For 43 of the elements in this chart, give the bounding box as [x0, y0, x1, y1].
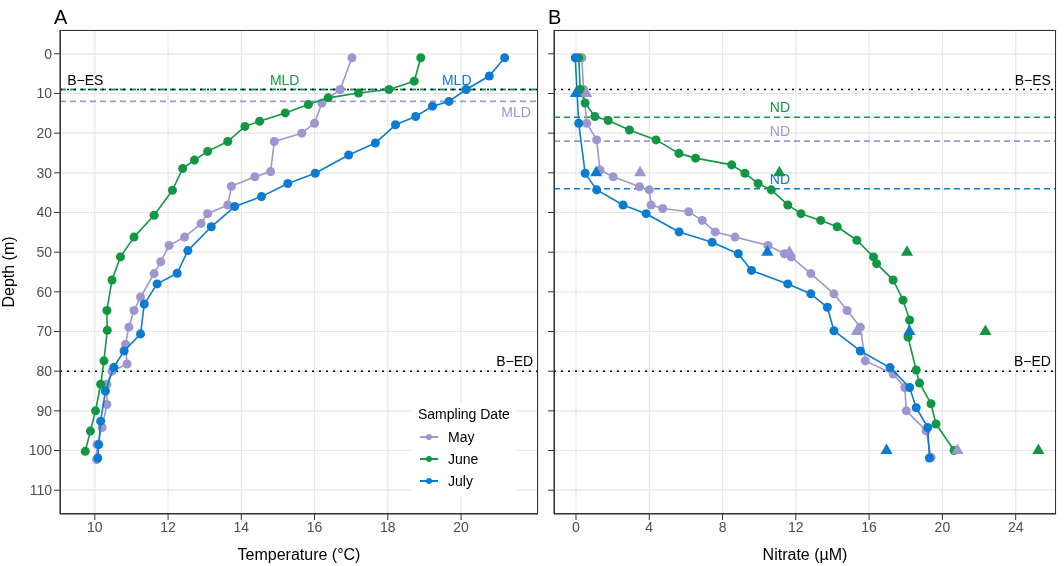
x-axis-title: Nitrate (µM) — [762, 546, 848, 563]
legend-label: May — [448, 429, 475, 445]
ref-line-label: MLD — [501, 104, 531, 121]
y-tick-label: 110 — [29, 482, 53, 499]
y-tick-label: 80 — [36, 363, 53, 380]
y-tick-label: 90 — [36, 402, 53, 419]
y-tick-label: 50 — [36, 244, 53, 261]
x-tick-label: 10 — [87, 518, 103, 535]
ref-line-label: B−ES — [1014, 71, 1051, 88]
x-tick-label: 14 — [233, 518, 250, 535]
chart-title: B — [548, 6, 562, 29]
y-tick-label: 40 — [36, 204, 53, 221]
ref-line-label: MLD — [269, 71, 300, 88]
x-tick-label: 24 — [1007, 518, 1024, 535]
y-tick-label: 0 — [44, 45, 53, 62]
ref-line-label: B−ES — [67, 71, 104, 88]
x-tick-label: 12 — [160, 518, 177, 535]
x-tick-label: 20 — [934, 518, 951, 535]
x-tick-label: 20 — [453, 518, 470, 535]
x-tick-label: 4 — [645, 518, 654, 535]
y-tick-label: 60 — [36, 283, 53, 300]
y-tick-label: 10 — [36, 85, 53, 102]
ref-line-label: MLD — [441, 71, 472, 88]
y-tick-label: 20 — [36, 125, 53, 142]
legend-label: July — [448, 473, 473, 489]
x-tick-label: 12 — [788, 518, 804, 535]
x-tick-label: 0 — [572, 518, 581, 535]
ref-line-label: B−ED — [1014, 353, 1051, 370]
legend-title: Sampling Date — [418, 406, 510, 422]
ref-line-label: ND — [769, 99, 791, 116]
y-axis-title: Depth (m) — [0, 236, 17, 308]
x-tick-label: 8 — [718, 518, 727, 535]
ref-line-label: B−ED — [496, 353, 534, 370]
y-tick-label: 70 — [36, 323, 53, 340]
y-tick-label: 30 — [36, 164, 53, 181]
x-tick-label: 16 — [306, 518, 323, 535]
ref-line-label: ND — [769, 123, 791, 140]
x-tick-label: 18 — [380, 518, 396, 535]
chart-title: A — [54, 6, 68, 29]
legend-label: June — [448, 451, 479, 467]
x-tick-label: 16 — [861, 518, 878, 535]
y-tick-label: 100 — [28, 442, 53, 459]
x-axis-title: Temperature (°C) — [237, 546, 361, 563]
